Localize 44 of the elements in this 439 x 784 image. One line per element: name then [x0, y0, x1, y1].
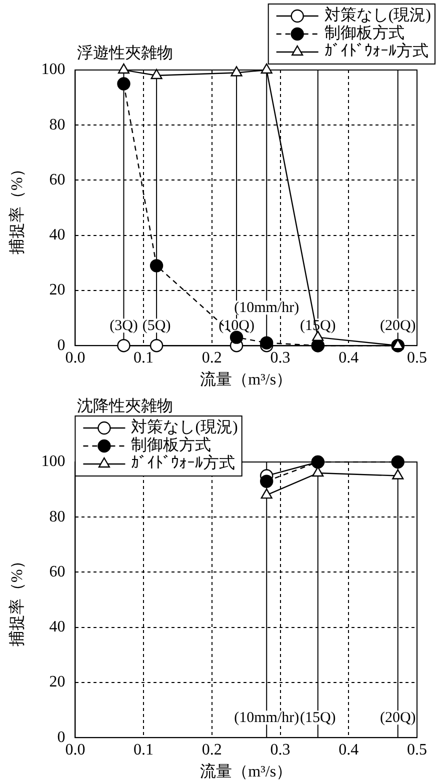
- y-tick-label: 20: [49, 282, 66, 299]
- x-axis-title: 流量（m³/s）: [200, 762, 292, 781]
- y-tick-label: 100: [41, 453, 66, 470]
- y-tick-label: 80: [49, 116, 66, 134]
- legend-label: ｶﾞｲﾄﾞｳｫｰﾙ方式: [131, 454, 236, 472]
- ref-line-label: (20Q): [380, 318, 416, 334]
- x-tick-label: 0.4: [338, 741, 359, 758]
- ref-line-label: (20Q): [380, 710, 416, 726]
- x-tick-label: 0.3: [270, 741, 290, 758]
- x-tick-label: 0.2: [202, 741, 222, 758]
- x-tick-label: 0.4: [338, 349, 359, 366]
- chart-title: 沈降性夾雑物: [77, 397, 174, 415]
- y-tick-label: 100: [41, 61, 66, 78]
- ref-line-label: (10Q): [218, 318, 254, 334]
- y-tick-label: 0: [57, 336, 66, 354]
- legend-label: 制御板方式: [324, 24, 404, 42]
- x-tick-label: 0.1: [134, 349, 154, 366]
- ref-line-label: (10mm/hr): [234, 710, 300, 726]
- y-tick-label: 40: [49, 618, 66, 636]
- y-tick-label: 60: [49, 171, 66, 188]
- legend-label: ｶﾞｲﾄﾞｳｫｰﾙ方式: [324, 42, 428, 60]
- y-tick-label: 0: [57, 728, 66, 746]
- y-tick-label: 80: [49, 508, 66, 526]
- legend-label: 制御板方式: [131, 436, 212, 454]
- x-tick-label: 0.5: [407, 741, 427, 758]
- x-tick-label: 0.0: [65, 741, 86, 758]
- ref-line-label: (15Q): [300, 710, 336, 726]
- x-tick-label: 0.0: [65, 349, 86, 366]
- y-axis-title: 捕捉率（%）: [8, 161, 26, 254]
- y-tick-label: 40: [49, 226, 66, 244]
- chart-title: 浮遊性夾雑物: [77, 44, 174, 62]
- x-tick-label: 0.5: [407, 349, 427, 366]
- y-axis-title: 捕捉率（%）: [8, 553, 26, 646]
- x-tick-label: 0.2: [202, 349, 222, 366]
- y-tick-label: 60: [49, 563, 66, 580]
- ref-line-label: (3Q): [110, 318, 138, 334]
- x-axis-title: 流量（m³/s）: [200, 370, 292, 389]
- x-tick-label: 0.3: [270, 349, 290, 366]
- ref-line-label: (5Q): [142, 318, 171, 334]
- legend-label: 対策なし(現況): [324, 6, 431, 24]
- y-tick-label: 20: [49, 674, 66, 691]
- legend-label: 対策なし(現況): [131, 418, 238, 436]
- x-tick-label: 0.1: [134, 741, 154, 758]
- ref-line-label: (10mm/hr): [234, 300, 300, 316]
